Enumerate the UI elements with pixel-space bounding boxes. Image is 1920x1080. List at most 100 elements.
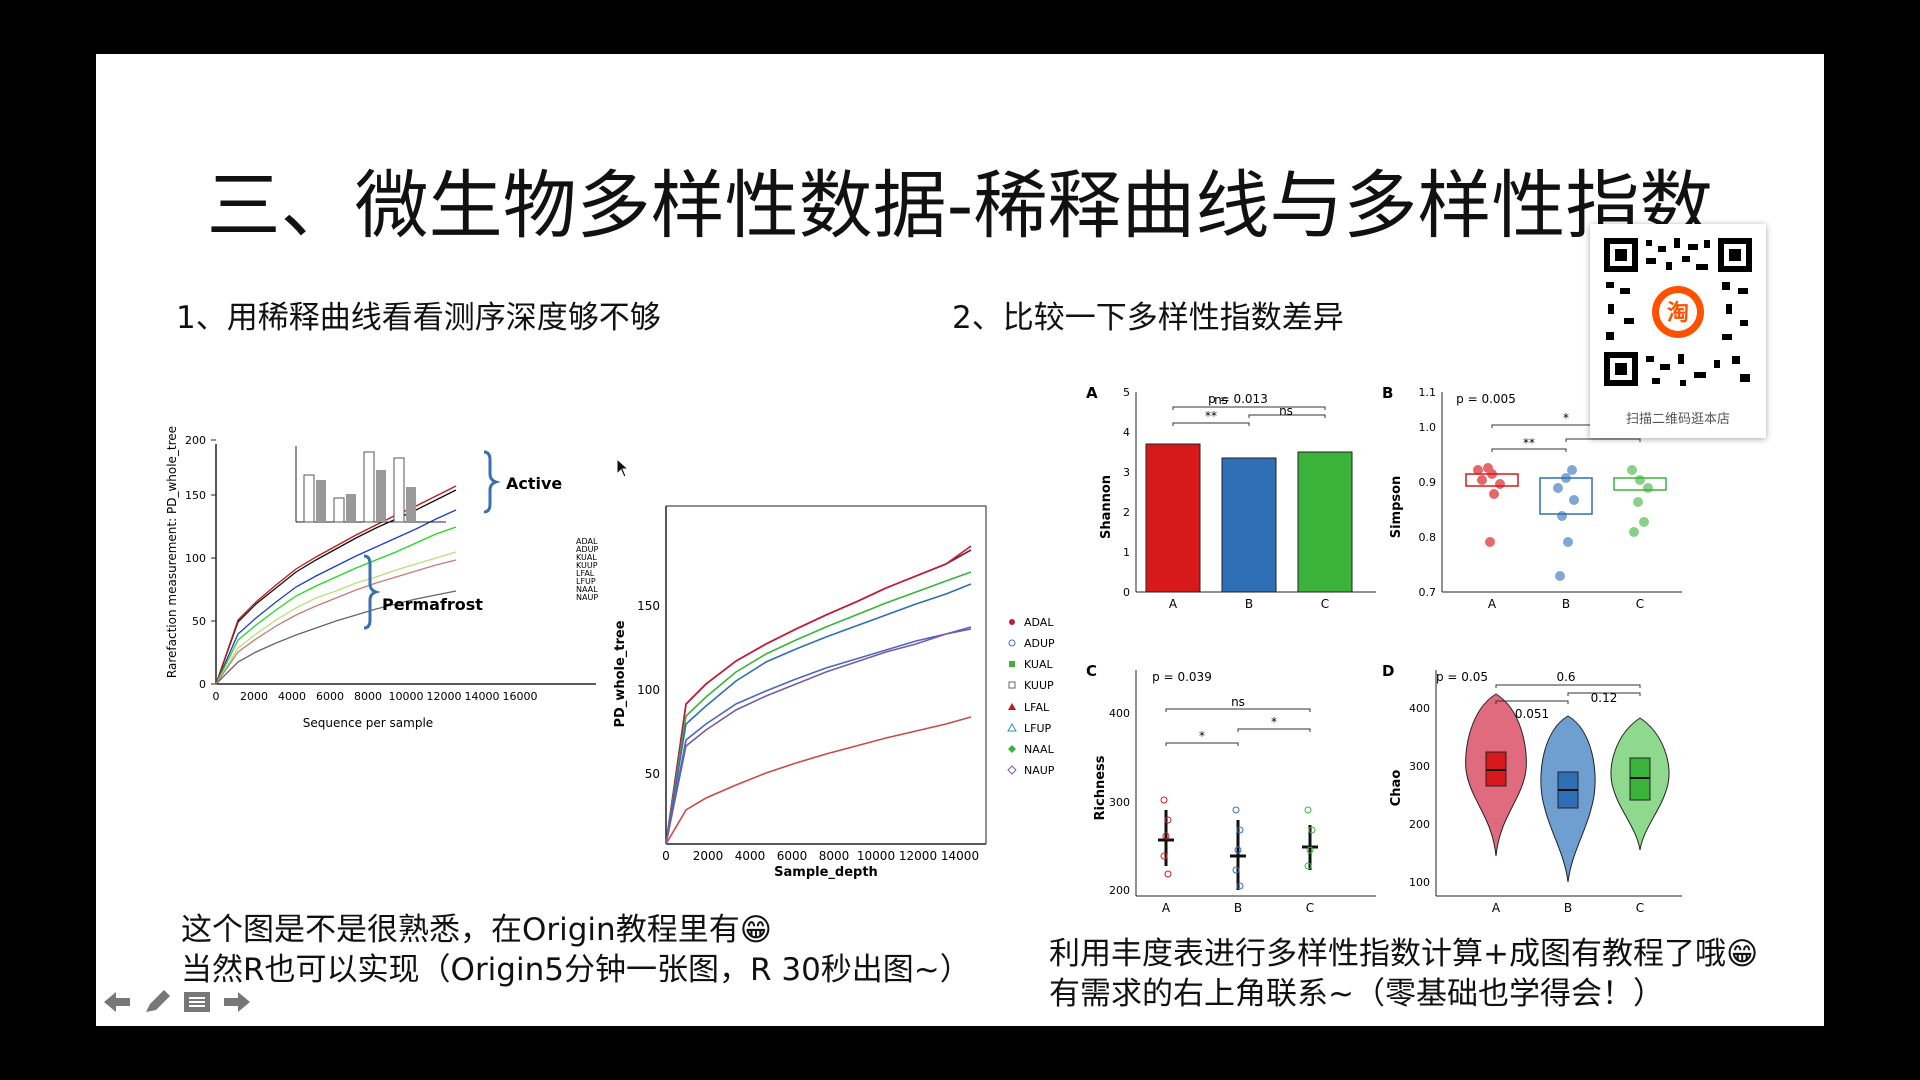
svg-text:14000: 14000 [941, 849, 979, 863]
svg-text:0.7: 0.7 [1419, 586, 1437, 599]
svg-text:10000: 10000 [857, 849, 895, 863]
svg-text:B: B [1382, 384, 1393, 402]
slide-title: 三、微生物多样性数据-稀释曲线与多样性指数 [206, 163, 1714, 249]
qr-caption: 扫描二维码逛本店 [1625, 412, 1730, 427]
fig1-ylabel: Rarefaction measurement: PD_whole_tree [165, 426, 179, 678]
svg-text:100: 100 [637, 683, 660, 697]
svg-text:300: 300 [1109, 796, 1130, 809]
svg-text:NAAL: NAAL [576, 585, 598, 594]
svg-text:0.051: 0.051 [1515, 707, 1549, 721]
note-left-line2: 当然R也可以实现（Origin5分钟一张图，R 30秒出图~） [181, 952, 971, 988]
svg-text:C: C [1636, 901, 1644, 915]
svg-text:A: A [1492, 901, 1501, 915]
svg-text:2: 2 [1123, 506, 1130, 519]
heading-rarefaction: 1、用稀释曲线看看测序深度够不够 [176, 300, 661, 336]
svg-text:A: A [1162, 901, 1171, 915]
qr-code-icon: 淘 [1604, 238, 1752, 386]
svg-text:NAUP: NAUP [1024, 764, 1055, 777]
svg-text:LFAL: LFAL [1024, 701, 1050, 714]
svg-text:12000: 12000 [427, 690, 462, 703]
svg-text:50: 50 [192, 615, 206, 628]
svg-text:ns: ns [1279, 404, 1293, 418]
svg-text:**: ** [1523, 436, 1535, 450]
svg-text:ADAL: ADAL [1024, 616, 1054, 629]
pencil-icon[interactable] [140, 988, 174, 1016]
note-right-line2: 有需求的右上角联系~（零基础也学得会！） [1049, 976, 1664, 1012]
note-left-line1: 这个图是不是很熟悉，在Origin教程里有😁 [181, 912, 773, 948]
svg-text:8000: 8000 [819, 849, 850, 863]
svg-text:300: 300 [1409, 760, 1430, 773]
fig1-legend: ADAL ADUP KUAL KUUP LFAL LFUP NAAL NAUP [576, 537, 598, 602]
svg-text:0.8: 0.8 [1419, 531, 1437, 544]
svg-text:A: A [1086, 384, 1098, 402]
svg-text:*: * [1563, 411, 1569, 425]
heading-diversity: 2、比较一下多样性指数差异 [952, 300, 1344, 336]
svg-text:0: 0 [1123, 586, 1130, 599]
svg-text:p = 0.039: p = 0.039 [1152, 670, 1212, 684]
mouse-cursor-icon [616, 458, 630, 478]
panel-c-richness: C Richness 200 300 400 A B C p = 0.039 *… [1086, 662, 1376, 915]
panel-d-chao: D Chao 100 200 300 400 A B C p = 0.05 0.… [1382, 662, 1682, 915]
svg-text:1.0: 1.0 [1419, 421, 1437, 434]
note-right: 利用丰度表进行多样性指数计算+成图有教程了哦😁 有需求的右上角联系~（零基础也学… [1049, 934, 1758, 1014]
svg-text:p = 0.013: p = 0.013 [1208, 392, 1268, 406]
svg-text:400: 400 [1409, 702, 1430, 715]
svg-text:400: 400 [1109, 707, 1130, 720]
svg-text:C: C [1306, 901, 1314, 915]
panel-b-simpson: B Simpson 0.7 0.8 0.9 1.0 1.1 A B C p = … [1382, 384, 1682, 611]
svg-text:*: * [1271, 715, 1277, 729]
svg-text:NAUP: NAUP [576, 593, 598, 602]
svg-text:p = 0.05: p = 0.05 [1436, 670, 1488, 684]
svg-text:LFUP: LFUP [576, 577, 596, 586]
svg-text:Richness: Richness [1093, 755, 1108, 820]
panel-c-points [1158, 796, 1318, 890]
fig1-label-permafrost: Permafrost [382, 595, 483, 614]
svg-text:1.1: 1.1 [1419, 386, 1437, 399]
svg-text:1: 1 [1123, 546, 1130, 559]
svg-text:8000: 8000 [354, 690, 382, 703]
svg-text:KUAL: KUAL [576, 553, 597, 562]
svg-text:6000: 6000 [777, 849, 808, 863]
fig1-xlabel: Sequence per sample [303, 716, 433, 730]
slide: 三、微生物多样性数据-稀释曲线与多样性指数 1、用稀释曲线看看测序深度够不够 2… [96, 54, 1824, 1026]
arrow-right-icon[interactable] [220, 988, 254, 1016]
svg-text:KUAL: KUAL [1024, 658, 1053, 671]
fig1-inset-chart [295, 446, 446, 523]
svg-text:KUUP: KUUP [1024, 679, 1054, 692]
figure-rarefaction-1: 0 50 100 150 200 0 2000 4000 6000 8000 1… [165, 426, 598, 730]
svg-text:2000: 2000 [240, 690, 268, 703]
svg-text:KUUP: KUUP [576, 561, 598, 570]
fig2-legend: ADAL ADUP KUAL KUUP LFAL LFUP NAAL NAUP [1007, 616, 1055, 777]
svg-text:C: C [1086, 662, 1097, 680]
svg-text:LFAL: LFAL [576, 569, 595, 578]
svg-text:0: 0 [199, 678, 206, 691]
svg-text:B: B [1564, 901, 1572, 915]
svg-text:Shannon: Shannon [1099, 475, 1114, 539]
svg-text:200: 200 [185, 434, 206, 447]
svg-text:D: D [1382, 662, 1394, 680]
svg-text:ADUP: ADUP [576, 545, 598, 554]
svg-text:B: B [1234, 901, 1242, 915]
qr-code-card[interactable]: 淘 扫描二维码逛本店 [1590, 224, 1766, 438]
fig1-yticks: 0 50 100 150 200 [185, 434, 216, 691]
svg-text:6000: 6000 [316, 690, 344, 703]
svg-text:Chao: Chao [1389, 770, 1404, 807]
arrow-left-icon[interactable] [100, 988, 134, 1016]
note-right-line1: 利用丰度表进行多样性指数计算+成图有教程了哦😁 [1049, 936, 1759, 972]
svg-text:100: 100 [1409, 876, 1430, 889]
svg-text:ADUP: ADUP [1024, 637, 1055, 650]
menu-icon[interactable] [180, 988, 214, 1016]
svg-text:4000: 4000 [278, 690, 306, 703]
note-left: 这个图是不是很熟悉，在Origin教程里有😁 当然R也可以实现（Origin5分… [181, 910, 971, 990]
fig1-label-active: Active [506, 474, 562, 493]
svg-text:B: B [1562, 597, 1570, 611]
svg-text:LFUP: LFUP [1024, 722, 1052, 735]
svg-text:0.12: 0.12 [1591, 691, 1618, 705]
svg-text:14000: 14000 [465, 690, 500, 703]
svg-text:150: 150 [185, 489, 206, 502]
svg-text:*: * [1199, 729, 1205, 743]
svg-text:200: 200 [1109, 884, 1130, 897]
svg-text:12000: 12000 [899, 849, 937, 863]
figure-rarefaction-2: 50 100 150 0 2000 4000 6000 8000 10000 1… [606, 484, 1056, 884]
svg-text:4000: 4000 [735, 849, 766, 863]
